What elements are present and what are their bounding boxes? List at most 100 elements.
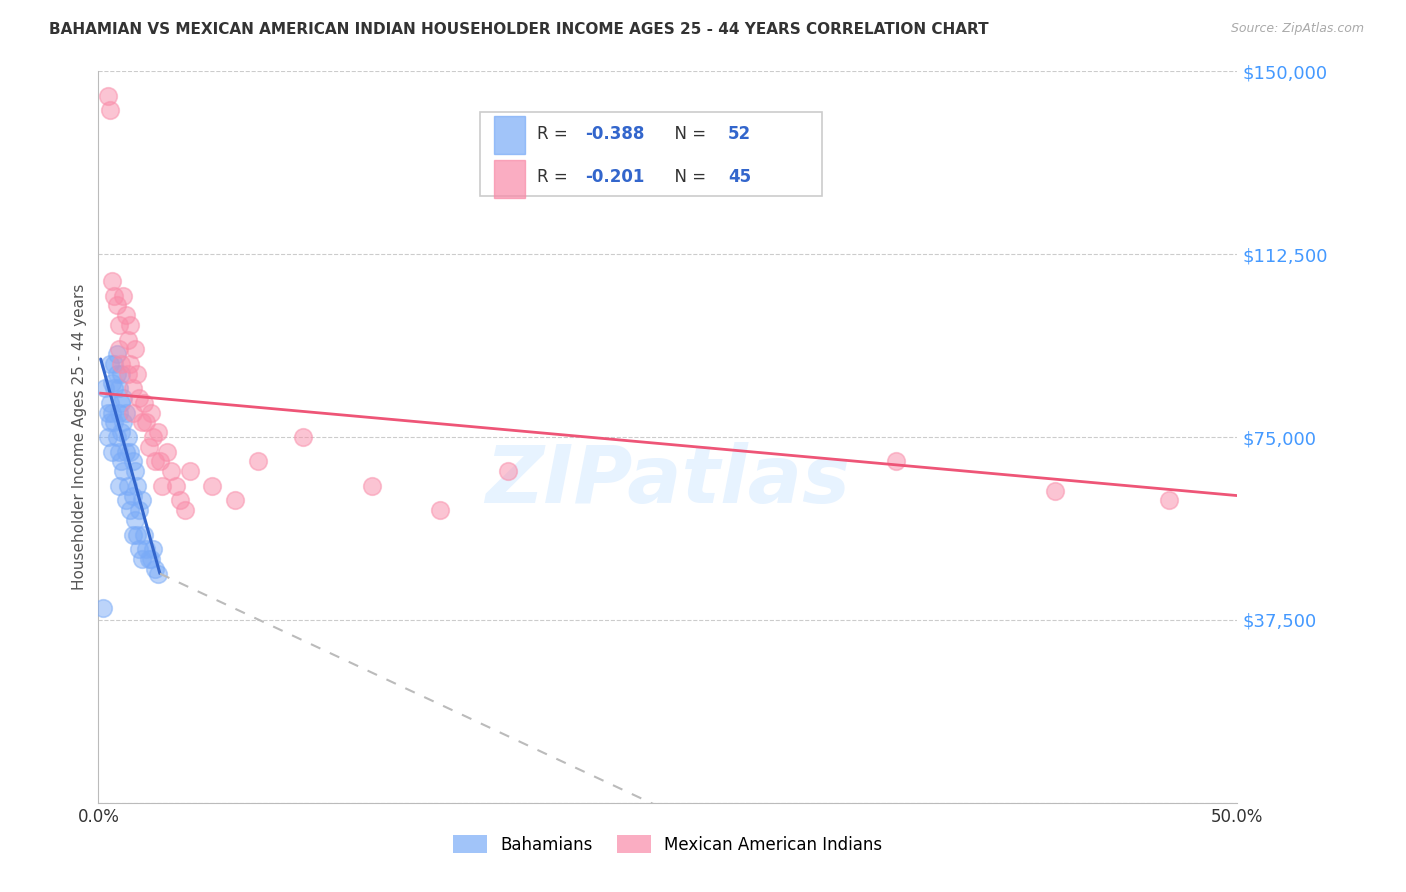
Point [101,406,124,420]
Point [103,357,125,371]
Point [96,406,118,420]
Point [156,444,179,458]
Point [91,600,114,615]
Point [121,406,143,420]
Point [179,464,201,478]
Point [101,376,124,391]
Point [110,454,132,468]
Text: R =: R = [537,169,572,186]
Point [121,489,143,503]
Point [114,308,136,322]
Point [112,391,135,405]
Point [498,464,520,478]
Point [108,318,131,332]
Point [142,430,165,444]
Point [120,318,142,332]
Point [98,103,121,118]
Point [146,425,169,440]
Point [101,444,124,458]
Point [132,396,155,410]
Point [201,479,224,493]
Point [114,493,136,508]
Point [108,406,131,420]
Point [114,406,136,420]
Text: N =: N = [665,169,711,186]
Point [108,444,131,458]
Point [117,479,139,493]
Point [96,430,118,444]
Point [121,381,143,395]
Point [139,406,162,420]
Point [127,527,149,541]
Point [103,381,125,395]
Point [120,503,142,517]
Point [224,493,246,508]
Point [105,298,128,312]
Point [112,288,135,302]
Point [108,381,131,395]
Point [429,503,451,517]
Point [108,479,131,493]
Point [135,542,157,557]
Text: ZIPatlas: ZIPatlas [485,442,851,520]
Point [103,288,125,302]
Point [145,562,167,576]
Point [105,430,128,444]
Point [108,343,131,357]
Point [1043,483,1066,498]
Legend: Bahamians, Mexican American Indians: Bahamians, Mexican American Indians [447,829,889,860]
Point [110,425,132,440]
Text: 45: 45 [728,169,751,186]
Point [103,416,125,430]
Text: Source: ZipAtlas.com: Source: ZipAtlas.com [1230,22,1364,36]
Point [132,527,155,541]
Point [98,396,121,410]
Point [127,367,149,381]
Text: -0.201: -0.201 [585,169,644,186]
Point [1157,493,1180,508]
Point [174,503,197,517]
Point [117,430,139,444]
Point [131,552,153,566]
Point [246,454,269,468]
Point [139,552,162,566]
Point [114,444,136,458]
Point [146,566,169,581]
Point [120,357,142,371]
Point [98,416,121,430]
Point [292,430,315,444]
Text: -0.388: -0.388 [585,125,644,143]
Point [121,454,143,468]
Point [121,527,143,541]
Point [110,396,132,410]
Point [96,88,118,103]
Point [105,347,128,361]
Point [120,444,142,458]
Point [112,464,135,478]
Point [145,454,167,468]
Text: R =: R = [537,125,572,143]
Point [131,416,153,430]
Point [105,367,128,381]
FancyBboxPatch shape [479,112,821,195]
Point [160,464,183,478]
FancyBboxPatch shape [494,116,526,154]
Point [117,333,139,347]
Point [110,367,132,381]
Point [128,391,150,405]
Point [112,416,135,430]
Point [138,440,160,454]
FancyBboxPatch shape [494,160,526,198]
Point [884,454,907,468]
Y-axis label: Householder Income Ages 25 - 44 years: Householder Income Ages 25 - 44 years [72,284,87,591]
Point [101,274,124,288]
Point [150,479,173,493]
Point [128,542,150,557]
Text: 52: 52 [728,125,751,143]
Point [124,343,146,357]
Point [94,381,117,395]
Point [165,479,187,493]
Point [110,357,132,371]
Point [135,416,157,430]
Text: N =: N = [665,125,711,143]
